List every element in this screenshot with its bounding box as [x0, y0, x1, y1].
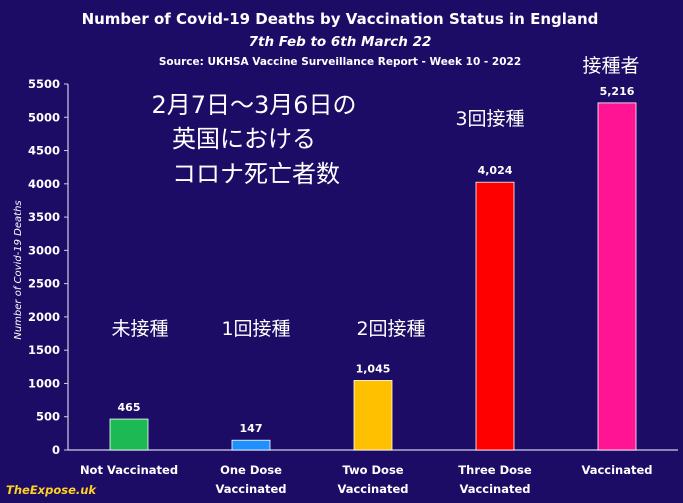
y-tick-label: 5500: [28, 77, 60, 91]
y-tick-label: 500: [36, 410, 60, 424]
brand-label: TheExpose.uk: [6, 483, 97, 497]
bar: [353, 380, 393, 451]
x-tick-label: Vaccinated: [215, 482, 286, 496]
y-tick-label: 2500: [28, 277, 60, 291]
x-tick-label: Vaccinated: [337, 482, 408, 496]
bar-annotation: 2回接種: [356, 318, 425, 340]
y-tick-label: 0: [52, 443, 60, 457]
overlay-line: 英国における: [172, 125, 316, 153]
bars: 465 Not Vaccinated 147 One Dose Vaccinated 1,…: [80, 55, 653, 496]
y-tick-label: 5000: [28, 110, 60, 124]
bar-value-label: 4,024: [478, 164, 513, 177]
bar-value-label: 5,216: [600, 85, 635, 98]
y-tick-label: 4500: [28, 144, 60, 158]
bar: [109, 418, 149, 451]
chart-title: Number of Covid-19 Deaths by Vaccination…: [82, 10, 599, 28]
bar: [231, 439, 271, 451]
y-tick-label: 1000: [28, 376, 60, 390]
bar: [597, 102, 637, 451]
y-tick-label: 3000: [28, 243, 60, 257]
bar-value-label: 465: [118, 401, 141, 414]
overlay-line: コロナ死亡者数: [172, 160, 340, 188]
x-tick-label: Not Vaccinated: [80, 463, 178, 477]
bar-annotation: 3回接種: [455, 108, 524, 130]
x-tick-label: Three Dose: [458, 463, 532, 477]
y-tick-label: 1500: [28, 343, 60, 357]
x-tick-label: One Dose: [220, 463, 282, 477]
chart-source: Source: UKHSA Vaccine Surveillance Repor…: [159, 56, 521, 68]
x-tick-label: Vaccinated: [581, 463, 652, 477]
x-tick-label: Two Dose: [342, 463, 403, 477]
bar-value-label: 1,045: [356, 362, 391, 375]
bar: [475, 181, 515, 451]
axes: 0 500 1000 1500 2000 2500 3000 3500 4000 4500 5000…: [28, 77, 678, 457]
y-axis-label: Number of Covid-19 Deaths: [13, 200, 24, 339]
bar-annotation: 未接種: [111, 318, 168, 340]
x-tick-label: Vaccinated: [459, 482, 530, 496]
y-tick-label: 3500: [28, 210, 60, 224]
y-tick-label: 2000: [28, 310, 60, 324]
chart-subtitle: 7th Feb to 6th March 22: [249, 34, 432, 50]
bar-value-label: 147: [240, 422, 263, 435]
bar-annotation: 接種者: [582, 55, 639, 77]
bar-annotation: 1回接種: [221, 318, 290, 340]
overlay-line: 2月7日～3月6日の: [151, 91, 356, 119]
y-tick-label: 4000: [28, 177, 60, 191]
